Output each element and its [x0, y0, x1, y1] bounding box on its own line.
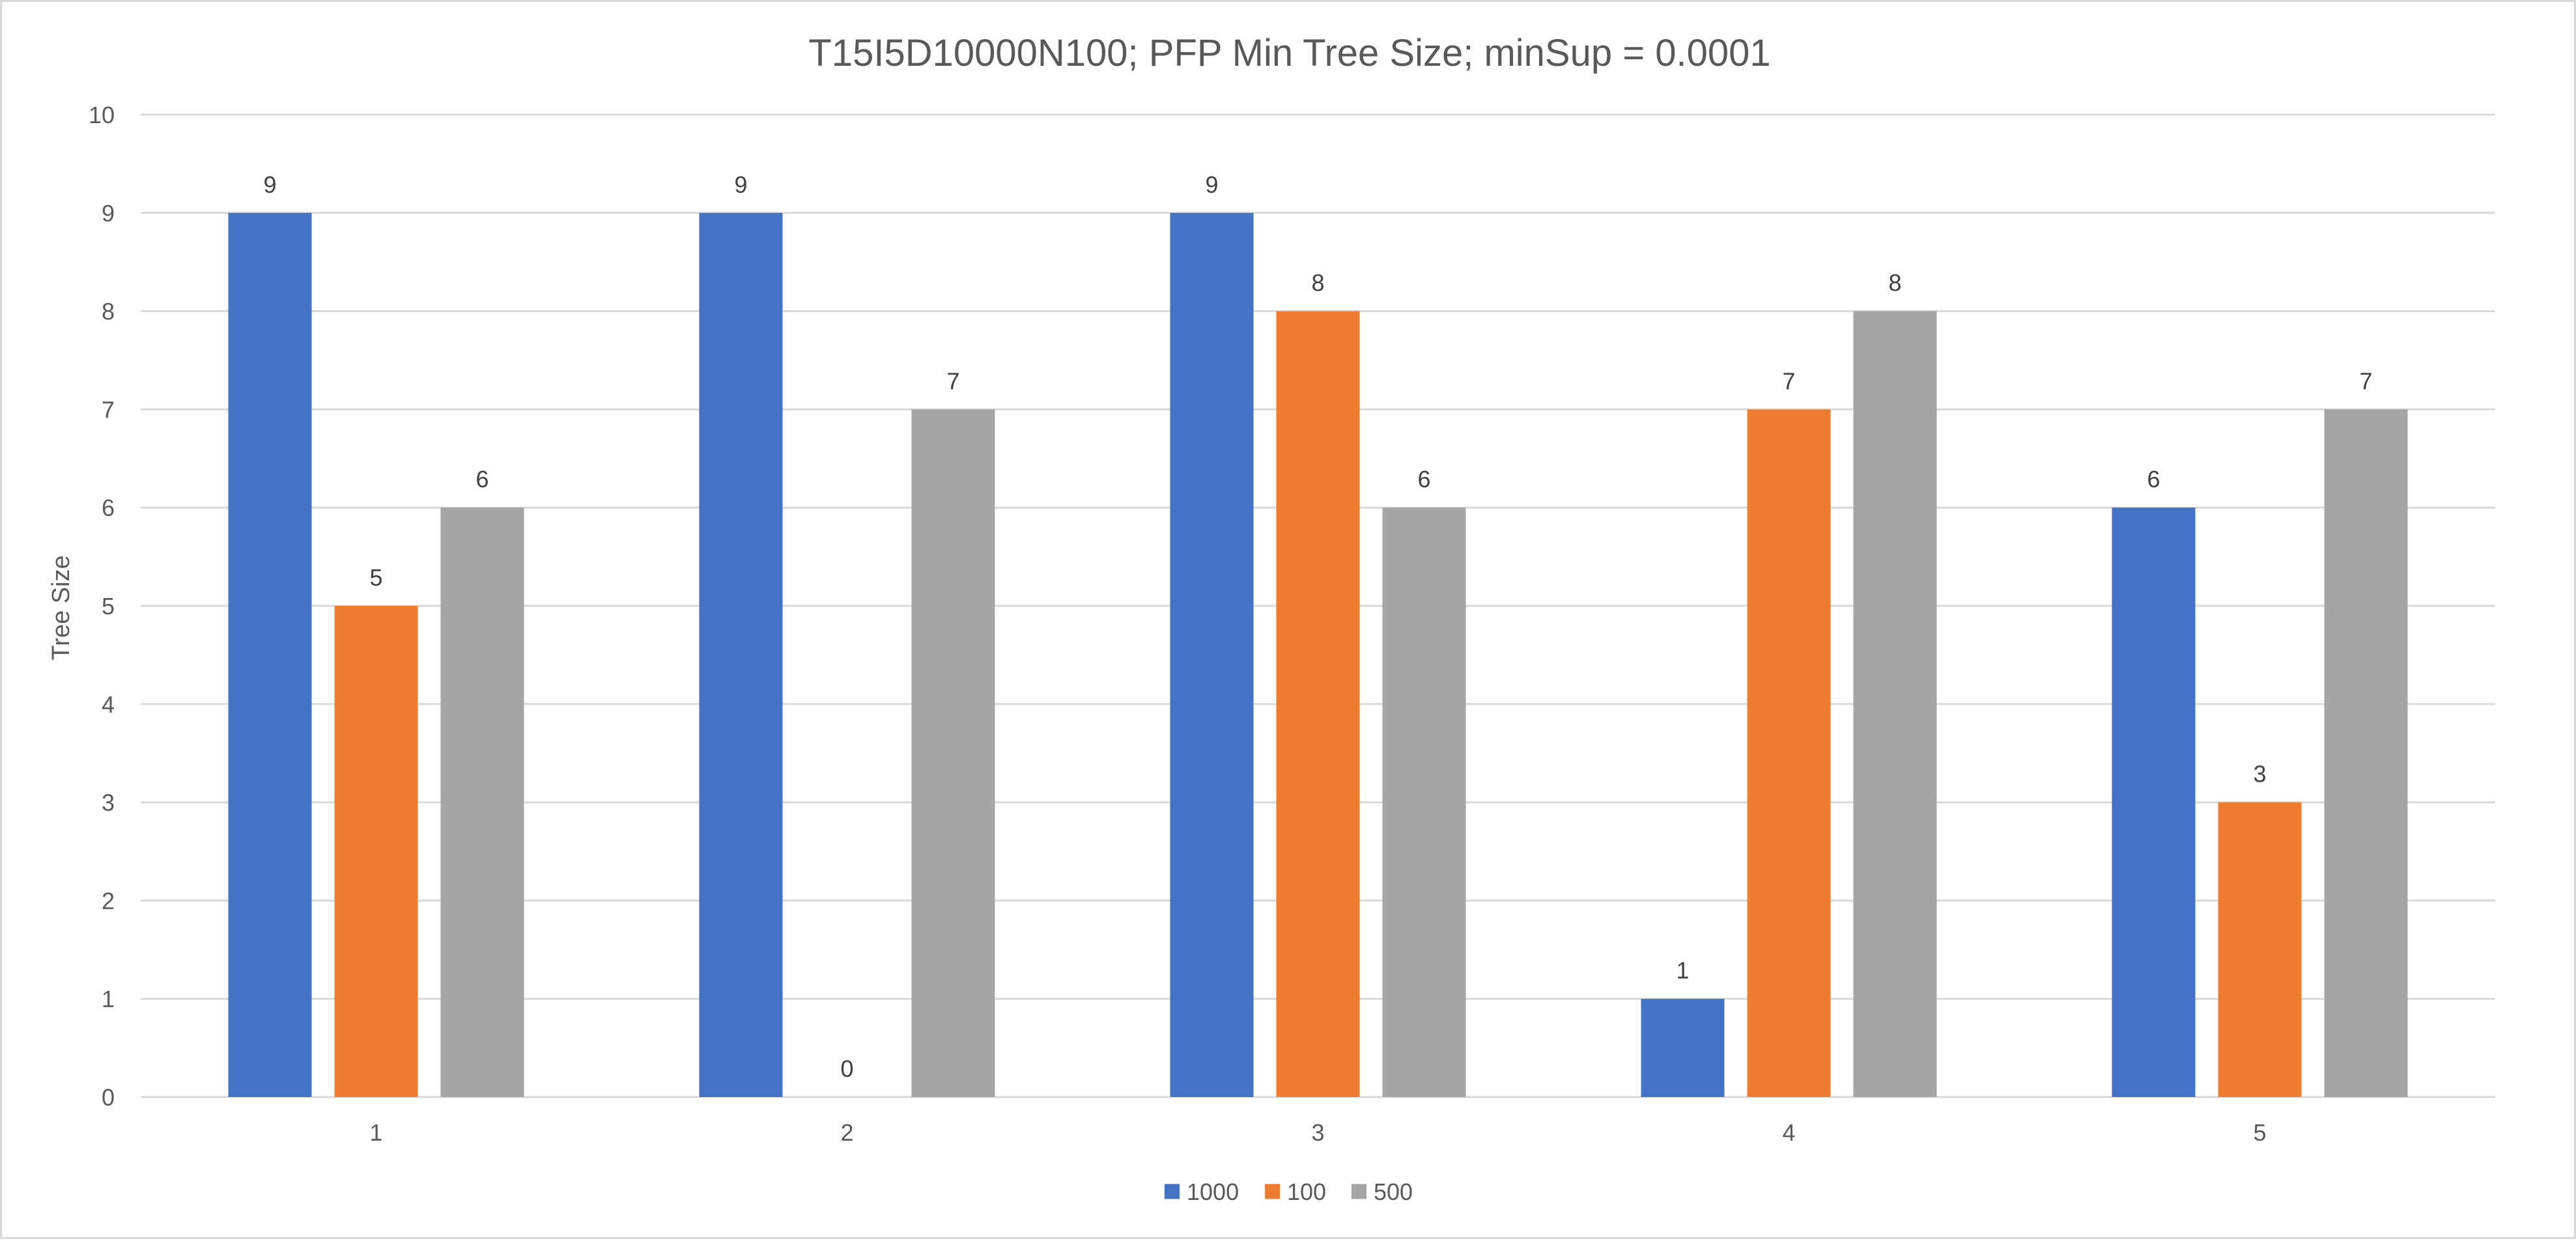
data-label: 0 [840, 1055, 853, 1082]
data-label: 8 [1311, 270, 1324, 296]
x-axis-ticks: 1 2 3 4 5 [369, 1119, 2266, 1146]
y-tick-label: 0 [102, 1084, 115, 1111]
data-label: 3 [2253, 761, 2266, 788]
legend-label: 1000 [1187, 1178, 1239, 1205]
x-tick-label: 2 [840, 1119, 853, 1146]
legend-swatch [1352, 1184, 1366, 1199]
y-axis-ticks: 0 1 2 3 4 5 6 7 8 9 10 [89, 102, 115, 1111]
bar-100-1 [334, 606, 418, 1097]
y-tick-label: 9 [102, 200, 115, 227]
bar-1000-4 [1641, 999, 1725, 1097]
data-labels: 9 5 6 9 0 7 9 8 6 1 7 8 6 3 7 [263, 171, 2372, 1082]
y-tick-label: 5 [102, 593, 115, 620]
x-tick-label: 3 [1311, 1119, 1324, 1146]
bar-500-2 [911, 409, 995, 1097]
x-tick-label: 1 [369, 1119, 382, 1146]
data-label: 7 [1782, 367, 1795, 394]
y-tick-label: 6 [102, 494, 115, 521]
data-label: 7 [2359, 367, 2372, 394]
legend-swatch [1165, 1184, 1180, 1199]
y-tick-label: 8 [102, 298, 115, 325]
data-label: 8 [1888, 270, 1901, 296]
chart-title: T15I5D10000N100; PFP Min Tree Size; minS… [808, 32, 1770, 74]
legend-swatch [1265, 1184, 1280, 1199]
bar-100-4 [1747, 409, 1831, 1097]
data-label: 9 [263, 171, 276, 198]
legend: 1000 100 500 [1165, 1178, 1413, 1205]
legend-label: 500 [1374, 1178, 1413, 1205]
data-label: 6 [1417, 466, 1430, 492]
data-label: 7 [946, 367, 959, 394]
y-tick-label: 2 [102, 887, 115, 914]
bar-1000-1 [228, 212, 312, 1097]
y-axis-title: Tree Size [48, 555, 75, 660]
bar-500-4 [1853, 311, 1937, 1098]
bar-1000-5 [2112, 507, 2196, 1097]
bars [228, 212, 2408, 1098]
y-tick-label: 7 [102, 396, 115, 423]
bar-100-3 [1276, 311, 1360, 1098]
bar-1000-3 [1170, 212, 1254, 1097]
data-label: 6 [2147, 466, 2160, 492]
legend-label: 100 [1287, 1178, 1326, 1205]
x-tick-label: 4 [1782, 1119, 1795, 1146]
data-label: 1 [1676, 957, 1689, 984]
x-tick-label: 5 [2253, 1119, 2266, 1146]
data-label: 6 [475, 466, 488, 492]
data-label: 9 [1205, 171, 1218, 198]
bar-100-5 [2218, 802, 2302, 1097]
y-tick-label: 10 [89, 102, 115, 128]
bar-500-5 [2324, 409, 2408, 1097]
y-tick-label: 4 [102, 691, 115, 718]
y-tick-label: 1 [102, 986, 115, 1012]
y-tick-label: 3 [102, 790, 115, 816]
bar-500-3 [1382, 507, 1466, 1097]
bar-1000-2 [699, 212, 783, 1097]
data-label: 9 [734, 171, 747, 198]
bar-500-1 [440, 507, 524, 1097]
data-label: 5 [369, 564, 382, 591]
